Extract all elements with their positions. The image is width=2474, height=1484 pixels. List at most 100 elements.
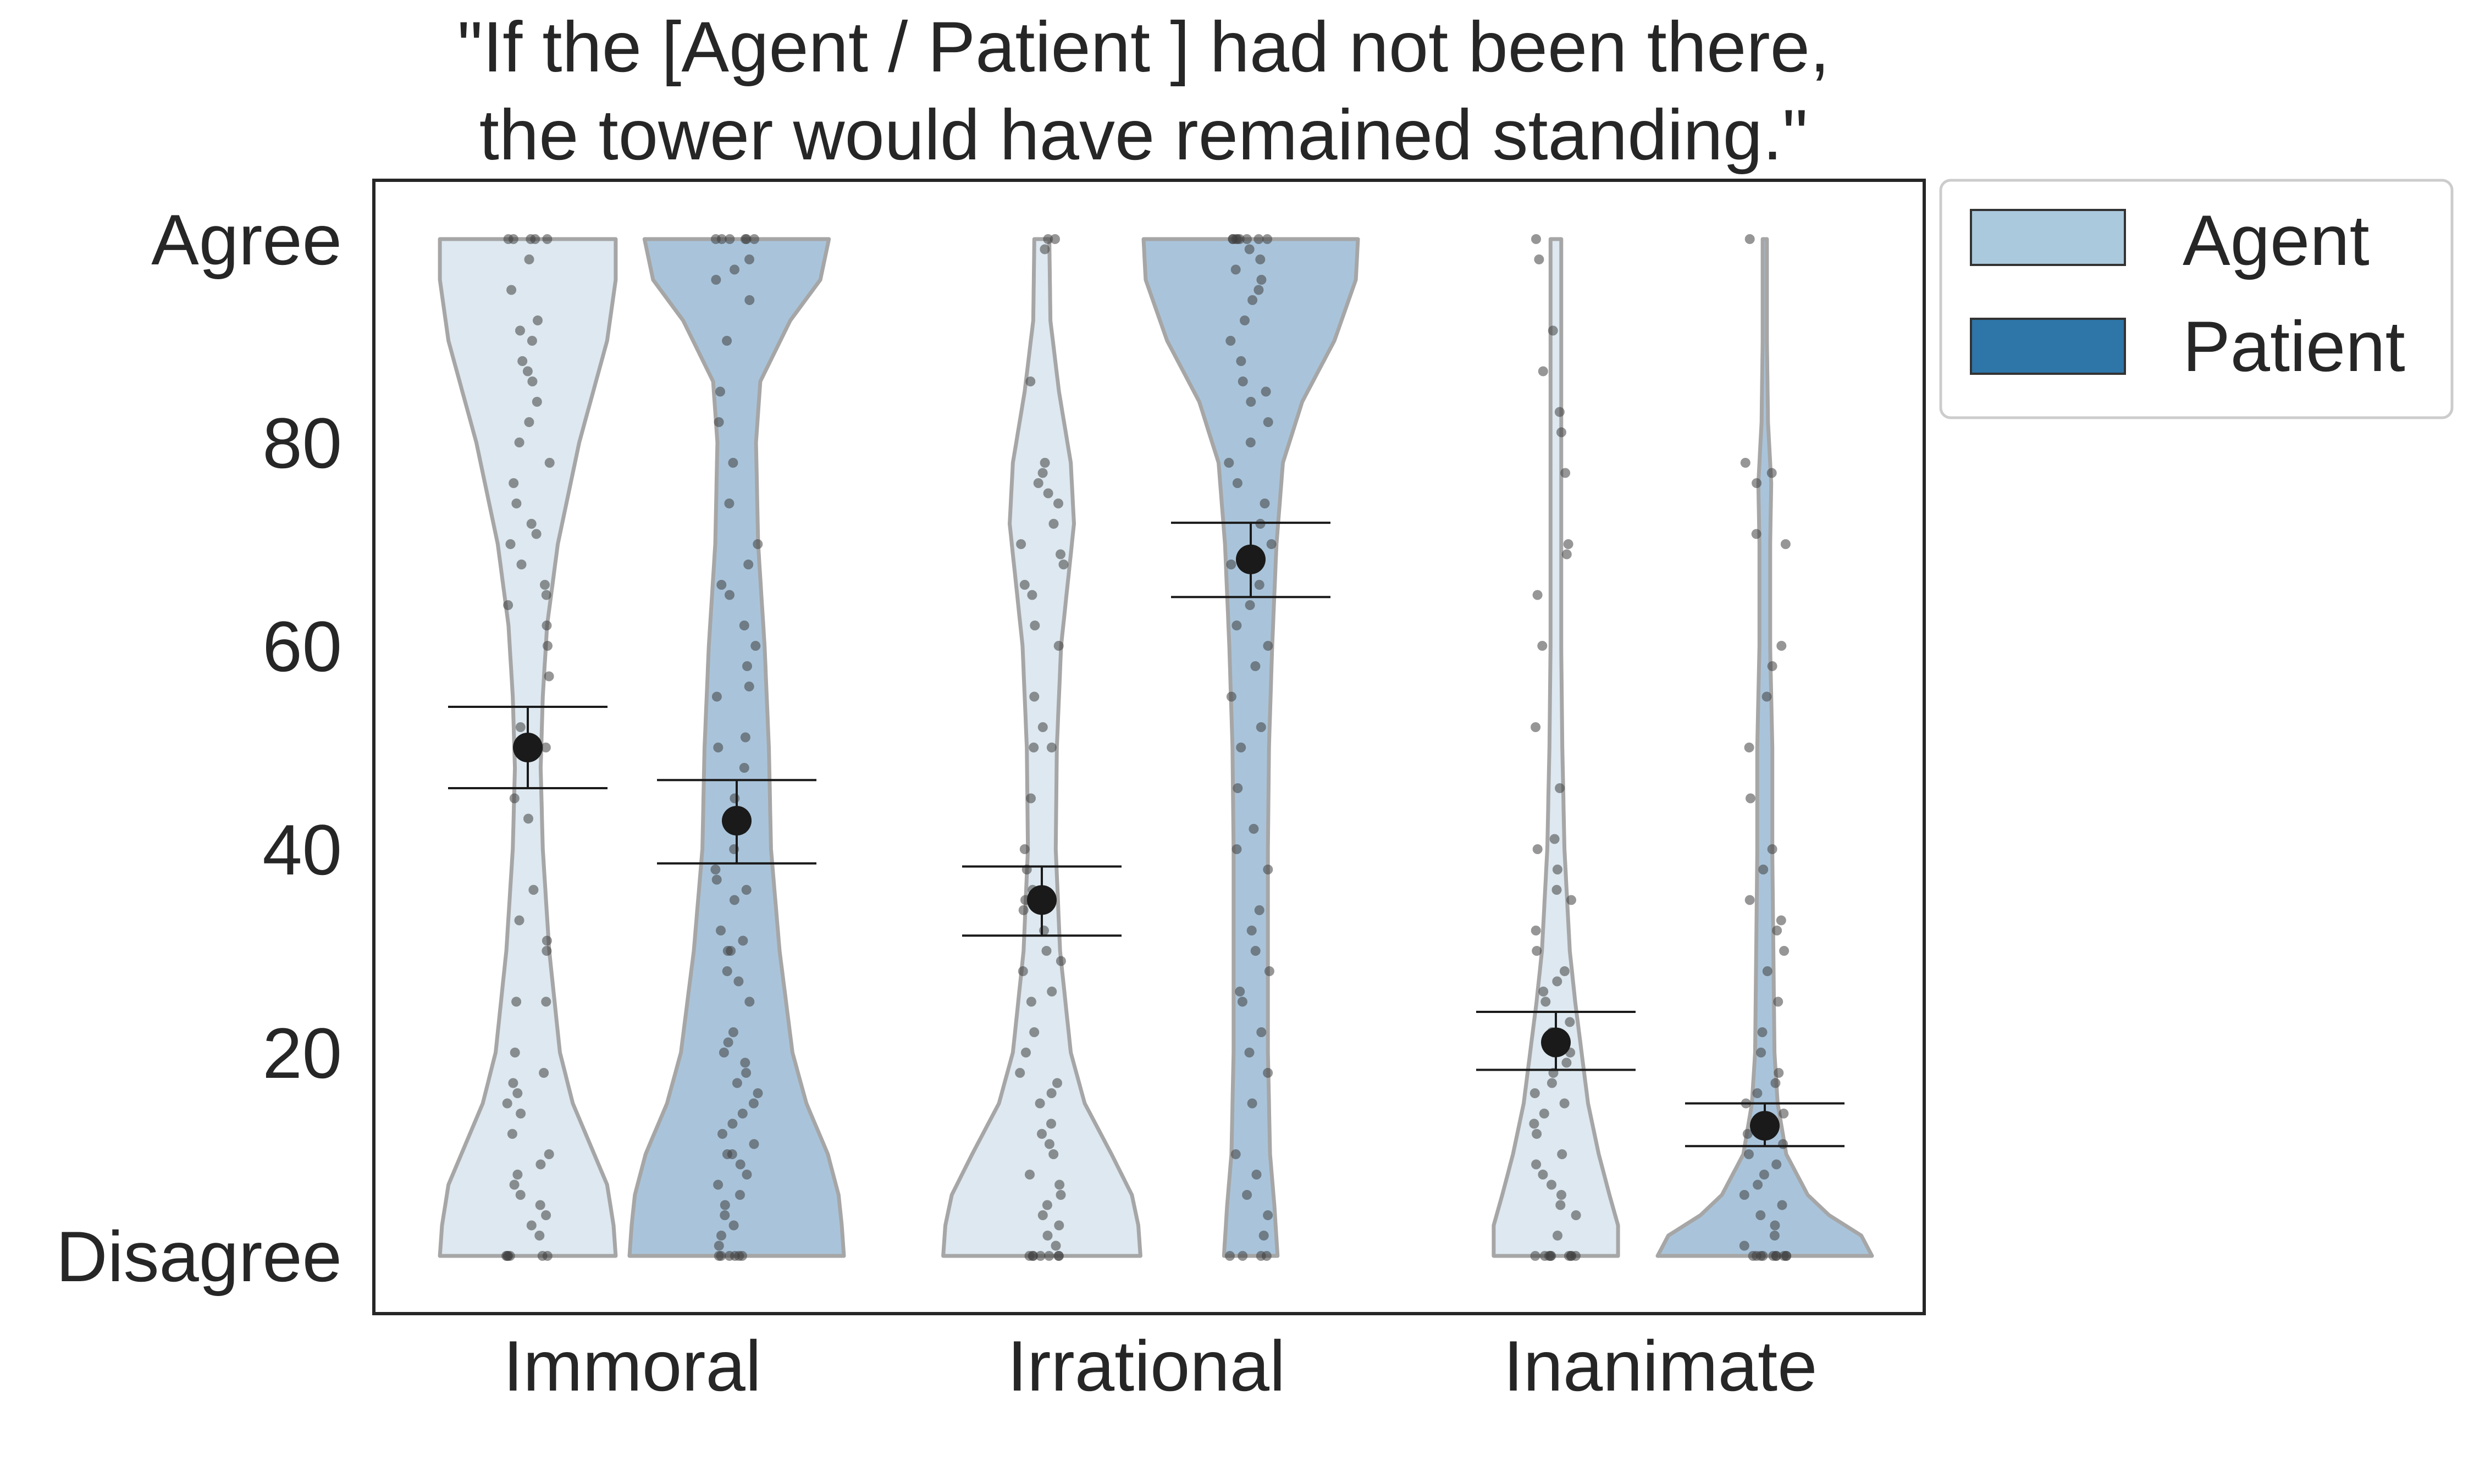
data-point — [1046, 743, 1057, 752]
data-point — [753, 1088, 763, 1098]
violin-immoral-patient — [627, 237, 846, 1258]
data-point — [1232, 844, 1242, 854]
data-point — [1547, 1078, 1557, 1088]
data-point — [1021, 1048, 1031, 1057]
data-point — [1761, 691, 1772, 702]
data-point — [532, 397, 542, 407]
y-tick-label: 20 — [262, 1013, 342, 1093]
data-point — [1776, 641, 1787, 651]
data-point — [526, 1220, 537, 1231]
data-point — [508, 234, 518, 244]
data-point — [1025, 376, 1036, 386]
data-point — [1559, 1098, 1570, 1109]
data-point — [1263, 865, 1273, 874]
data-point — [1552, 976, 1562, 987]
data-point — [1238, 1251, 1248, 1261]
legend-swatch-patient — [1970, 318, 2126, 375]
data-point — [1263, 641, 1273, 651]
data-point — [737, 1109, 748, 1118]
data-point — [1534, 254, 1544, 264]
data-point — [542, 935, 552, 946]
data-point — [1739, 1190, 1749, 1200]
data-point — [1740, 458, 1750, 468]
data-point — [710, 865, 721, 874]
data-point — [1053, 499, 1063, 508]
data-point — [1263, 1068, 1273, 1078]
data-point — [506, 285, 517, 295]
data-point — [1033, 478, 1043, 488]
data-point — [1050, 234, 1060, 244]
mean-marker — [722, 806, 752, 836]
data-point — [1557, 1149, 1567, 1159]
data-point — [1771, 1251, 1781, 1261]
data-point — [1554, 407, 1565, 417]
data-point — [1026, 996, 1036, 1007]
data-point — [728, 458, 738, 468]
data-point — [1054, 1220, 1064, 1231]
data-point — [1538, 987, 1549, 996]
data-point — [713, 1180, 724, 1190]
data-point — [540, 743, 551, 752]
title-line-2: the tower would have remained standing." — [479, 95, 1808, 175]
data-point — [750, 641, 761, 651]
legend-label-patient: Patient — [2183, 306, 2405, 386]
data-point — [1046, 1118, 1056, 1129]
data-point — [742, 661, 752, 671]
data-point — [1555, 783, 1565, 793]
data-point — [1772, 926, 1782, 935]
data-point — [534, 1231, 545, 1241]
y-axis-ticks: Disagree 20 40 60 80 Agree — [56, 200, 342, 1297]
data-point — [524, 417, 534, 427]
data-point — [720, 1200, 730, 1210]
data-point — [1560, 468, 1571, 478]
data-point — [1232, 621, 1242, 630]
data-point — [1225, 336, 1236, 346]
data-point — [1039, 926, 1049, 935]
data-point — [1260, 499, 1270, 508]
data-point — [1770, 1078, 1781, 1088]
data-point — [1547, 1180, 1556, 1190]
data-point — [711, 275, 721, 285]
data-point — [1266, 539, 1277, 549]
data-point — [732, 1078, 742, 1088]
data-point — [528, 885, 539, 895]
data-point — [722, 1149, 732, 1159]
data-point — [1532, 946, 1542, 956]
data-point — [514, 915, 524, 926]
data-point — [515, 1190, 526, 1200]
data-point — [1256, 722, 1266, 732]
data-point — [523, 813, 533, 824]
data-point — [1571, 1210, 1581, 1220]
data-point — [1019, 580, 1030, 590]
data-point — [1037, 1210, 1048, 1220]
data-point — [526, 519, 537, 529]
data-point — [722, 336, 732, 346]
data-point — [748, 1098, 759, 1109]
data-point — [1224, 458, 1234, 468]
data-point — [735, 1190, 745, 1200]
data-point — [713, 743, 724, 752]
data-point — [1263, 417, 1273, 427]
data-point — [517, 356, 528, 366]
data-point — [1774, 1068, 1784, 1078]
data-point — [717, 1129, 727, 1139]
data-point — [711, 691, 722, 702]
data-point — [722, 966, 732, 976]
data-point — [1246, 926, 1257, 935]
data-point — [1538, 1170, 1548, 1180]
data-point — [1752, 478, 1762, 488]
data-point — [1240, 315, 1250, 325]
data-point — [714, 1241, 724, 1251]
data-point — [749, 234, 759, 244]
data-point — [1226, 691, 1236, 702]
data-point — [1531, 234, 1541, 244]
data-point — [1758, 1251, 1768, 1261]
data-point — [1236, 356, 1246, 366]
data-point — [1018, 966, 1028, 976]
data-point — [1232, 478, 1242, 488]
data-point — [1780, 539, 1791, 549]
data-point — [1758, 865, 1769, 874]
data-point — [1546, 1251, 1556, 1261]
data-point — [1539, 1109, 1549, 1118]
data-point — [535, 1200, 545, 1210]
